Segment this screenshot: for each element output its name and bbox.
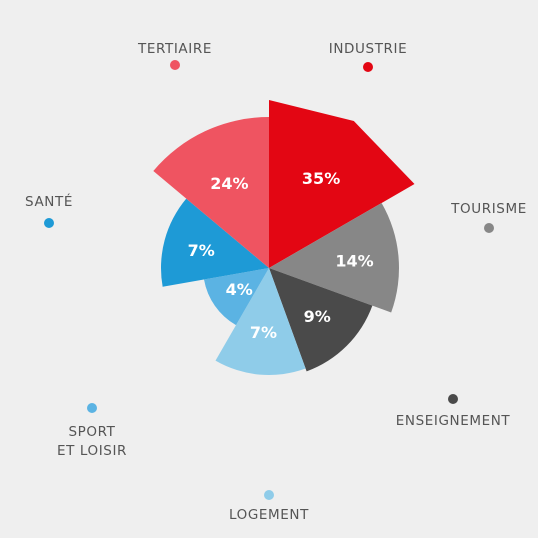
legend-dot-industrie bbox=[363, 62, 373, 72]
slice-sante bbox=[161, 198, 269, 287]
legend-dot-logement bbox=[264, 490, 274, 500]
value-label-industrie: 35% bbox=[302, 169, 340, 188]
category-label-tourisme: TOURISME bbox=[450, 201, 527, 217]
category-label-industrie: INDUSTRIE bbox=[329, 41, 407, 57]
legend-dot-tourisme bbox=[484, 223, 494, 233]
category-label-logement: LOGEMENT bbox=[229, 507, 309, 523]
value-label-sante: 7% bbox=[188, 241, 215, 260]
slice-industrie bbox=[269, 100, 415, 268]
legend-dot-sante bbox=[44, 218, 54, 228]
value-label-logement: 7% bbox=[250, 323, 277, 342]
legend-dot-sport-et-loisir bbox=[87, 403, 97, 413]
category-label-tertiaire: TERTIAIRE bbox=[137, 41, 212, 57]
category-label-sante: SANTÉ bbox=[25, 193, 73, 210]
slice-tourisme bbox=[269, 203, 399, 313]
slice-enseignement bbox=[269, 268, 373, 372]
value-label-enseignement: 9% bbox=[304, 307, 331, 326]
slice-sport-et-loisir bbox=[204, 268, 269, 326]
slice-logement bbox=[215, 268, 306, 375]
legend-dot-enseignement bbox=[448, 394, 458, 404]
legend-dot-tertiaire bbox=[170, 60, 180, 70]
value-label-tertiaire: 24% bbox=[210, 174, 248, 193]
category-label-sport-et-loisir-line-1: SPORT bbox=[69, 424, 116, 440]
slice-tertiaire bbox=[153, 117, 269, 268]
value-label-sport-et-loisir: 4% bbox=[226, 280, 253, 299]
category-label-sport-et-loisir-line-2: ET LOISIR bbox=[57, 443, 127, 459]
category-label-enseignement: ENSEIGNEMENT bbox=[396, 413, 511, 429]
value-label-tourisme: 14% bbox=[335, 252, 373, 271]
